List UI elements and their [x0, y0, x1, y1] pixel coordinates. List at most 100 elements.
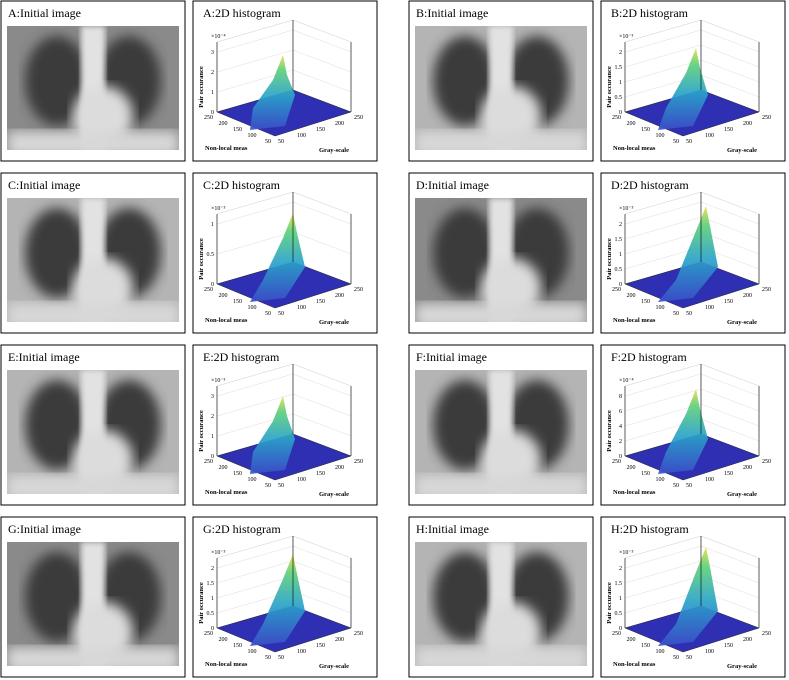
z-tick-label: 0 — [211, 626, 214, 632]
z-tick-label: 1 — [619, 596, 622, 602]
histogram-plot: 0 0.5 1 1.5 2 ×10⁻³ 250 200 150 100 50 50 100 150 200 2… — [198, 535, 363, 670]
y-tick-label: 100 — [297, 649, 306, 655]
z-tick-label: 0 — [211, 454, 214, 460]
z-tick-label: 1.5 — [615, 65, 623, 71]
xray-image — [7, 26, 179, 150]
y-tick-label: 50 — [686, 483, 692, 489]
x-tick-label: 250 — [612, 287, 621, 293]
z-axis-label: Pair occurance — [198, 66, 205, 108]
z-exponent: ×10⁻³ — [211, 206, 226, 212]
x-tick-label: 50 — [673, 655, 679, 661]
y-tick-label: 100 — [705, 649, 714, 655]
image-title: C:Initial image — [8, 178, 80, 192]
xray-image — [415, 370, 587, 494]
histogram-title: B:2D histogram — [611, 6, 689, 20]
y-axis-label: Gray-scale — [727, 147, 757, 154]
image-title: A:Initial image — [8, 6, 81, 20]
x-tick-label: 150 — [233, 299, 242, 305]
z-tick-label: 4 — [619, 424, 622, 430]
image-title: F:Initial image — [416, 350, 487, 364]
x-tick-label: 100 — [248, 305, 257, 311]
diaphragm — [415, 131, 587, 150]
surface — [250, 55, 295, 130]
y-tick-label: 150 — [316, 471, 325, 477]
x-axis-label: Non-local meas — [205, 145, 248, 152]
image-title: H:Initial image — [416, 522, 489, 536]
histogram-plot: 0 2 4 6 8 ×10⁻⁴ 250 200 150 100 50 50 100 150 200 250 Pa… — [606, 363, 771, 498]
z-exponent: ×10⁻³ — [619, 34, 634, 40]
z-tick-label: 0.5 — [207, 252, 215, 258]
surface — [658, 206, 718, 302]
y-tick-label: 250 — [354, 115, 363, 121]
z-exponent: ×10⁻³ — [211, 378, 226, 384]
x-tick-label: 100 — [248, 133, 257, 139]
y-tick-label: 250 — [762, 115, 771, 121]
image-title: E:Initial image — [8, 350, 80, 364]
y-tick-label: 100 — [297, 477, 306, 483]
surface — [250, 213, 305, 302]
x-tick-label: 50 — [673, 311, 679, 317]
y-tick-label: 150 — [316, 643, 325, 649]
z-exponent: ×10⁻³ — [211, 550, 226, 556]
y-tick-label: 150 — [724, 643, 733, 649]
x-tick-label: 250 — [612, 459, 621, 465]
histogram-title: H:2D histogram — [611, 522, 689, 536]
z-tick-label: 1 — [211, 596, 214, 602]
x-tick-label: 250 — [204, 459, 213, 465]
image-title: D:Initial image — [416, 178, 489, 192]
x-axis-label: Non-local meas — [205, 661, 248, 668]
z-tick-label: 0.5 — [615, 611, 623, 617]
y-tick-label: 100 — [705, 133, 714, 139]
y-tick-label: 100 — [297, 305, 306, 311]
z-tick-label: 0.5 — [615, 267, 623, 273]
diaphragm — [415, 303, 587, 322]
histogram-plot: 0 0.5 1 1.5 2 ×10⁻³ 250 200 150 100 50 50 100 150 200 2… — [606, 19, 771, 154]
z-axis-label: Pair occurance — [198, 582, 205, 624]
z-tick-label: 1.5 — [615, 581, 623, 587]
x-tick-label: 150 — [233, 127, 242, 133]
z-tick-label: 2 — [211, 70, 214, 76]
lung-left — [25, 380, 89, 470]
z-tick-label: 1.5 — [207, 581, 215, 587]
x-tick-label: 150 — [233, 471, 242, 477]
lung-left — [433, 380, 497, 470]
y-tick-label: 100 — [705, 305, 714, 311]
xray-image — [415, 26, 587, 150]
y-axis-label: Gray-scale — [319, 147, 349, 154]
diaphragm — [7, 303, 179, 322]
histogram-title: G:2D histogram — [203, 522, 281, 536]
x-tick-label: 50 — [673, 483, 679, 489]
y-tick-label: 50 — [278, 139, 284, 145]
x-tick-label: 200 — [627, 465, 636, 471]
lung-left — [433, 552, 497, 642]
z-tick-label: 0 — [619, 454, 622, 460]
z-tick-label: 1 — [619, 80, 622, 86]
x-tick-label: 150 — [233, 643, 242, 649]
y-tick-label: 50 — [686, 311, 692, 317]
x-tick-label: 200 — [627, 293, 636, 299]
x-tick-label: 250 — [204, 115, 213, 121]
histogram-title: A:2D histogram — [203, 6, 281, 20]
surface — [250, 396, 295, 474]
y-tick-label: 200 — [335, 637, 344, 643]
diaphragm — [415, 647, 587, 666]
y-tick-label: 150 — [724, 471, 733, 477]
histogram-plot: 0 1 2 3 ×10⁻⁴ 250 200 150 100 50 50 100 150 200 250 Pai… — [198, 19, 363, 154]
z-tick-label: 8 — [619, 394, 622, 400]
x-tick-label: 50 — [265, 483, 271, 489]
image-title: G:Initial image — [8, 522, 81, 536]
xray-image — [7, 542, 179, 666]
y-tick-label: 200 — [335, 121, 344, 127]
x-tick-label: 150 — [641, 471, 650, 477]
histogram-plot: 0 0.5 1 ×10⁻³ 250 200 150 100 50 50 100 150 200 250 Pa… — [198, 191, 363, 326]
x-tick-label: 200 — [219, 637, 228, 643]
y-tick-label: 50 — [686, 655, 692, 661]
histogram-plot: 0 0.5 1 1.5 2 ×10⁻³ 250 200 150 100 50 50 100 150 200 2… — [606, 191, 771, 326]
x-tick-label: 250 — [204, 287, 213, 293]
diaphragm — [7, 131, 179, 150]
y-tick-label: 250 — [762, 631, 771, 637]
diaphragm — [7, 475, 179, 494]
y-tick-label: 50 — [686, 139, 692, 145]
xray-image — [415, 198, 587, 322]
